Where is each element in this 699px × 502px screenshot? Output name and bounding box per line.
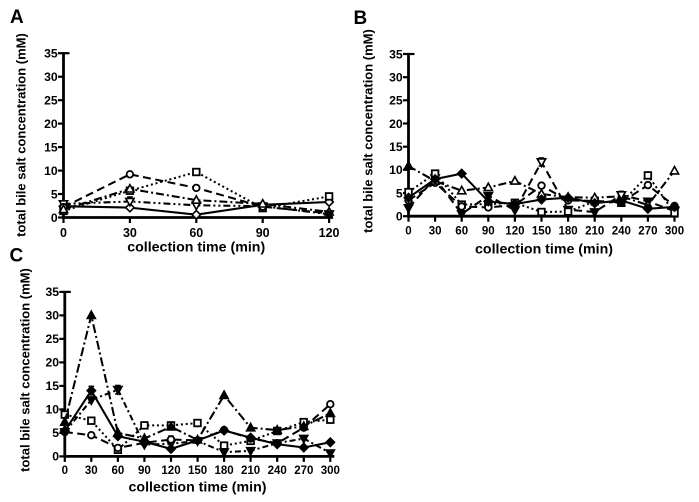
svg-text:25: 25 xyxy=(45,332,59,346)
svg-text:120: 120 xyxy=(319,226,340,240)
svg-text:5: 5 xyxy=(51,187,58,201)
svg-text:15: 15 xyxy=(44,140,58,154)
svg-text:300: 300 xyxy=(665,226,684,238)
svg-text:60: 60 xyxy=(112,465,125,477)
svg-text:30: 30 xyxy=(389,71,403,85)
svg-text:210: 210 xyxy=(585,226,604,238)
svg-text:300: 300 xyxy=(321,465,340,477)
svg-text:35: 35 xyxy=(45,285,59,299)
svg-text:total bile salt concentration: total bile salt concentration (mM) xyxy=(361,29,376,233)
svg-text:25: 25 xyxy=(44,94,58,108)
svg-text:A: A xyxy=(10,7,24,28)
svg-text:5: 5 xyxy=(396,186,403,200)
svg-text:60: 60 xyxy=(455,226,468,238)
svg-text:10: 10 xyxy=(44,164,58,178)
svg-text:collection time (min): collection time (min) xyxy=(475,242,613,258)
svg-text:180: 180 xyxy=(215,465,234,477)
svg-text:120: 120 xyxy=(505,226,524,238)
svg-text:10: 10 xyxy=(45,403,59,417)
svg-text:B: B xyxy=(354,8,368,29)
svg-text:35: 35 xyxy=(389,47,403,61)
svg-text:collection time (min): collection time (min) xyxy=(129,480,267,496)
svg-text:60: 60 xyxy=(189,226,203,240)
svg-text:C: C xyxy=(10,246,24,267)
svg-text:0: 0 xyxy=(396,210,403,224)
svg-text:0: 0 xyxy=(62,465,68,477)
svg-text:150: 150 xyxy=(188,465,207,477)
svg-text:270: 270 xyxy=(294,465,313,477)
svg-text:15: 15 xyxy=(45,379,59,393)
svg-text:10: 10 xyxy=(389,163,403,177)
svg-text:30: 30 xyxy=(45,309,59,323)
svg-text:20: 20 xyxy=(44,117,58,131)
svg-text:240: 240 xyxy=(268,465,287,477)
svg-text:0: 0 xyxy=(60,226,67,240)
svg-text:120: 120 xyxy=(161,465,180,477)
svg-text:30: 30 xyxy=(429,226,442,238)
svg-text:25: 25 xyxy=(389,94,403,108)
svg-text:35: 35 xyxy=(44,47,58,61)
svg-text:270: 270 xyxy=(638,226,657,238)
svg-text:30: 30 xyxy=(123,226,137,240)
svg-text:90: 90 xyxy=(482,226,495,238)
svg-text:20: 20 xyxy=(389,117,403,131)
svg-text:30: 30 xyxy=(44,70,58,84)
svg-text:180: 180 xyxy=(559,226,578,238)
svg-text:20: 20 xyxy=(45,356,59,370)
svg-text:0: 0 xyxy=(405,226,411,238)
svg-text:total bile salt concentration: total bile salt concentration (mM) xyxy=(14,33,29,237)
svg-text:90: 90 xyxy=(256,226,270,240)
svg-text:90: 90 xyxy=(138,465,151,477)
svg-text:collection time (min): collection time (min) xyxy=(127,240,265,256)
svg-text:0: 0 xyxy=(51,211,58,225)
svg-text:30: 30 xyxy=(85,465,98,477)
svg-text:total bile salt concentration: total bile salt concentration (mM) xyxy=(18,268,33,472)
svg-text:0: 0 xyxy=(52,450,59,464)
svg-text:15: 15 xyxy=(389,140,403,154)
svg-text:150: 150 xyxy=(532,226,551,238)
svg-text:240: 240 xyxy=(612,226,631,238)
svg-text:5: 5 xyxy=(52,426,59,440)
svg-text:210: 210 xyxy=(241,465,260,477)
